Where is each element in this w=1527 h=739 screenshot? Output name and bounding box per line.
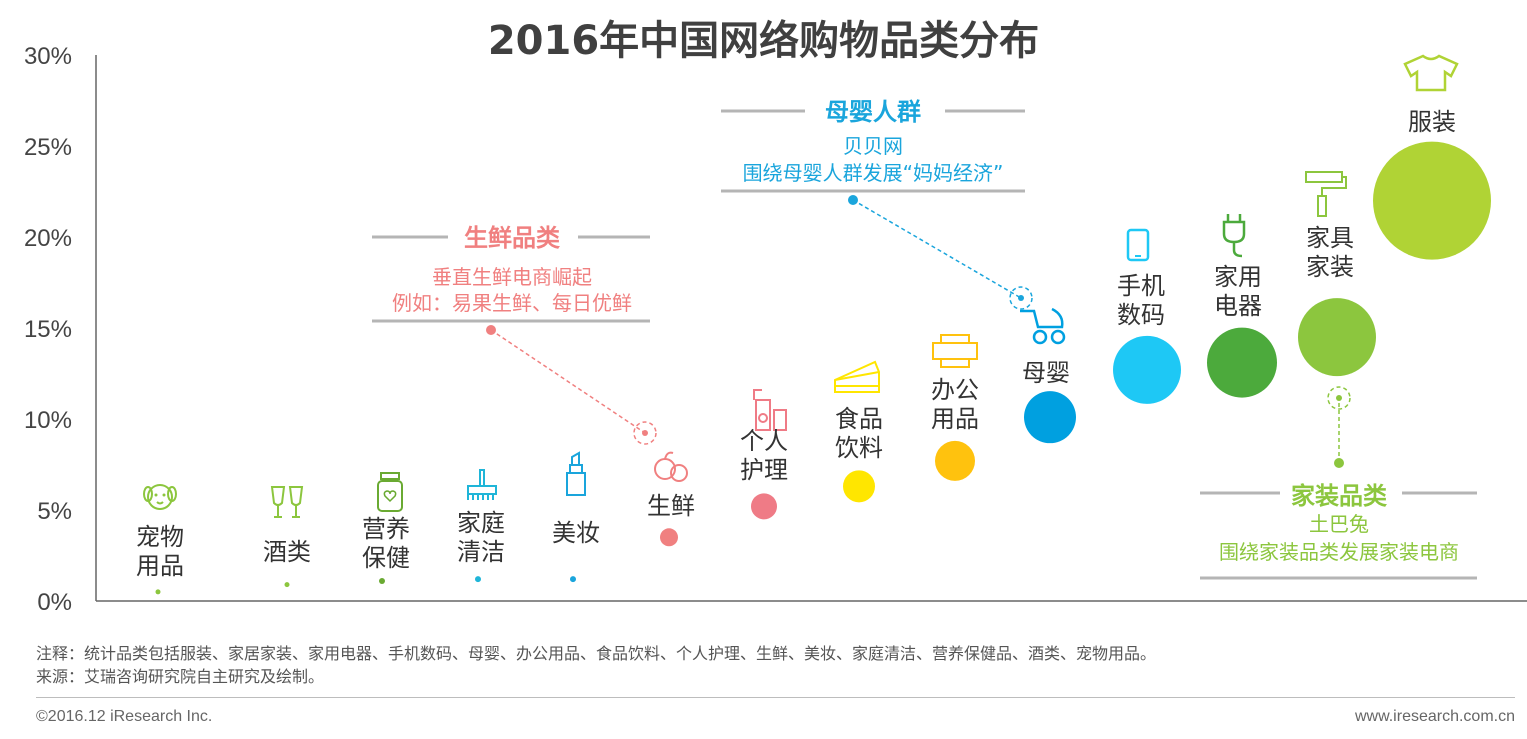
bubble-12	[1298, 298, 1376, 377]
category-label: 生鲜	[647, 492, 695, 520]
fruit-icon	[654, 451, 688, 482]
bubble-0	[155, 589, 161, 595]
dog-icon	[143, 484, 177, 510]
paint-roller-icon	[1305, 171, 1347, 217]
bubble-10	[1113, 335, 1181, 404]
y-tick-label: 0%	[37, 589, 72, 616]
bubble-4	[570, 576, 576, 583]
phone-icon	[1126, 228, 1150, 262]
annotation-ring-dot	[642, 430, 648, 436]
category-label: 数码	[1117, 301, 1165, 329]
category-label: 保健	[362, 544, 410, 572]
category-label: 家用	[1214, 263, 1262, 291]
category-label: 护理	[740, 456, 788, 484]
bubble-11	[1207, 327, 1277, 398]
bubble-13	[1373, 141, 1491, 260]
annotation-text: 例如：易果生鲜、每日优鲜	[392, 291, 632, 315]
category-label: 服装	[1408, 108, 1456, 136]
toiletries-icon	[753, 389, 787, 431]
category-label: 饮料	[835, 434, 883, 462]
annotation-ring	[633, 421, 657, 445]
bubble-9	[1024, 391, 1076, 444]
annotation-heading: 生鲜品类	[464, 224, 561, 252]
bubble-8	[935, 440, 975, 481]
lipstick-icon	[566, 451, 586, 496]
bubble-2	[379, 577, 385, 584]
annotation-ring	[1009, 286, 1033, 310]
annotation-text: 垂直生鲜电商崛起	[432, 265, 592, 289]
chart-title: 2016年中国网络购物品类分布	[487, 18, 1040, 64]
annotation-text: 贝贝网	[843, 134, 903, 158]
category-label: 家装	[1306, 253, 1354, 281]
annotation-leader	[490, 329, 646, 434]
category-label: 酒类	[263, 538, 311, 566]
annotation-text: 土巴兔	[1309, 512, 1369, 536]
footnote: 注释：统计品类包括服装、家居家装、家用电器、手机数码、母婴、办公用品、食品饮料、…	[36, 644, 1157, 663]
category-label: 用品	[136, 552, 184, 580]
annotation-text: 围绕母婴人群发展“妈妈经济”	[743, 161, 1004, 185]
y-tick-label: 20%	[24, 225, 72, 252]
y-tick-label: 15%	[24, 316, 72, 343]
source-note: 来源：艾瑞咨询研究院自主研究及绘制。	[36, 667, 325, 686]
website-url: www.iresearch.com.cn	[1354, 708, 1515, 725]
bubble-7	[843, 470, 875, 503]
footer-divider	[36, 697, 1515, 698]
category-label: 用品	[931, 405, 979, 433]
y-tick-label: 30%	[24, 43, 72, 70]
category-label: 电器	[1214, 292, 1262, 320]
category-label: 办公	[931, 376, 979, 404]
tshirt-icon	[1403, 54, 1459, 92]
bubble-3	[475, 576, 481, 583]
category-label: 营养	[362, 515, 410, 543]
category-label: 清洁	[457, 538, 505, 566]
annotation-text: 围绕家装品类发展家装电商	[1219, 540, 1459, 564]
category-label: 家具	[1306, 224, 1354, 252]
category-label: 个人	[740, 427, 788, 455]
category-label: 母婴	[1022, 359, 1070, 387]
printer-icon	[932, 334, 978, 368]
y-tick-label: 25%	[24, 134, 72, 161]
annotation-heading: 家装品类	[1291, 482, 1388, 510]
plug-icon	[1222, 214, 1246, 258]
annotation-ring-dot	[1336, 395, 1342, 401]
category-label: 宠物	[136, 523, 184, 551]
bubble-1	[284, 582, 290, 588]
annotation-ring-dot	[1018, 295, 1024, 301]
y-tick-label: 5%	[37, 498, 72, 525]
bubble-6	[751, 493, 777, 520]
stroller-icon	[1020, 307, 1066, 345]
category-label: 美妆	[552, 519, 600, 547]
cake-icon	[834, 360, 880, 393]
copyright: ©2016.12 iResearch Inc.	[36, 708, 213, 725]
category-label: 食品	[835, 405, 883, 433]
y-tick-label: 10%	[24, 407, 72, 434]
bubble-5	[660, 528, 678, 547]
category-label: 手机	[1117, 272, 1165, 300]
supplement-jar-icon	[377, 472, 403, 512]
annotation-leader	[852, 199, 1022, 299]
annotation-ring	[1327, 386, 1351, 410]
broom-icon	[467, 469, 497, 500]
wine-glasses-icon	[270, 486, 304, 518]
annotation-heading: 母婴人群	[825, 98, 921, 126]
category-label: 家庭	[457, 509, 505, 537]
bubble-chart: 0%5%10%15%20%25%30%宠物用品 酒类营养保健家庭清洁美妆生鲜个人护…	[24, 43, 1527, 616]
